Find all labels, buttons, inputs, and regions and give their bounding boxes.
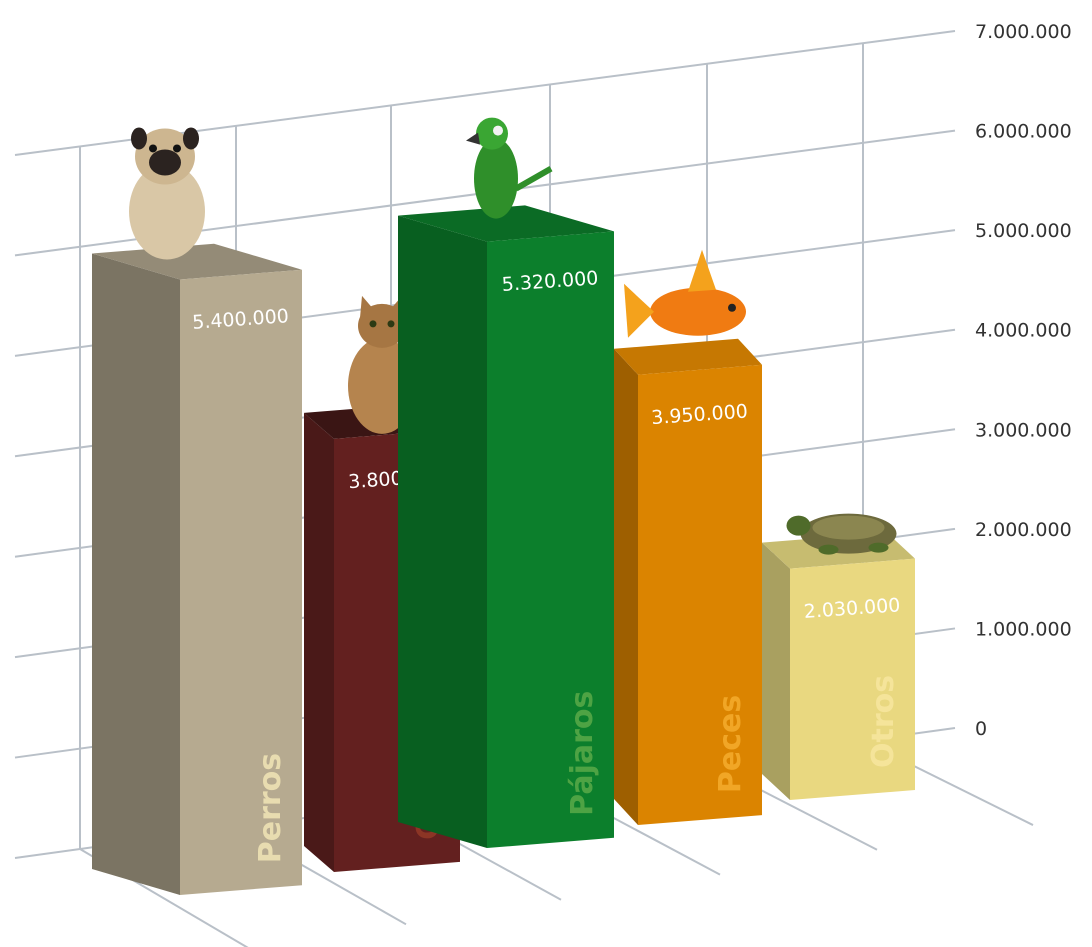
y-tick-label: 7.000.000	[975, 21, 1072, 43]
bar-category-label: Otros	[866, 675, 901, 768]
pug-body	[129, 163, 205, 260]
goldfish-icon	[624, 249, 746, 338]
parrot-beak	[466, 132, 480, 145]
bar-front-face	[487, 231, 614, 848]
fish-eye	[728, 303, 736, 312]
bar-front-face	[638, 364, 762, 825]
turtle-leg	[818, 544, 839, 555]
parrot-icon	[466, 117, 553, 219]
pug-ear	[183, 127, 199, 150]
cat-ear	[360, 295, 374, 318]
y-tick-label: 1.000.000	[975, 618, 1072, 640]
turtle-icon	[786, 513, 897, 555]
parrot-tail	[514, 165, 553, 192]
pug-muzzle	[149, 149, 181, 176]
bar-category-label: Peces	[713, 695, 748, 793]
fish-fin	[688, 249, 716, 292]
y-tick-label: 5.000.000	[975, 220, 1072, 242]
turtle-shell-top	[812, 515, 885, 540]
cat-eye	[387, 320, 395, 328]
fish-body	[650, 287, 746, 336]
pug-ear	[131, 127, 147, 150]
cat-eye	[369, 320, 377, 328]
parrot-head	[476, 117, 508, 150]
bar-side-face	[762, 542, 790, 800]
pug-eye	[149, 144, 157, 153]
y-tick-label: 0	[975, 718, 987, 740]
pug-dog-icon	[129, 127, 205, 260]
bars-layer: 5.400.000Perros3.800.000Gatos5.320.000Pá…	[92, 117, 915, 895]
parrot-body	[474, 138, 518, 219]
y-axis-ticks: 0 1.000.000 2.000.000 3.000.000 4.000.000 5.0…	[975, 21, 1072, 740]
y-tick-label: 4.000.000	[975, 320, 1072, 342]
turtle-leg	[868, 542, 889, 553]
fish-tail	[624, 283, 654, 338]
bar-side-face	[398, 215, 487, 849]
bar-side-face	[304, 412, 334, 872]
turtle-head	[786, 515, 811, 536]
bar-top-face	[92, 243, 302, 280]
pug-eye	[173, 144, 181, 153]
cat-head	[358, 303, 406, 348]
y-tick-label: 2.000.000	[975, 519, 1072, 541]
bar-top-face	[398, 205, 614, 242]
bar-category-label: Pájaros	[565, 691, 600, 816]
parrot-eye-patch	[493, 125, 503, 136]
y-tick-label: 3.000.000	[975, 419, 1072, 441]
bar-side-face	[92, 253, 180, 895]
y-tick-label: 6.000.000	[975, 121, 1072, 143]
bar-top-face	[614, 338, 762, 375]
bar-category-label: Perros	[253, 753, 288, 863]
bar-side-face	[614, 348, 638, 825]
bar-front-face	[180, 269, 302, 895]
bar-front-face	[790, 558, 915, 800]
